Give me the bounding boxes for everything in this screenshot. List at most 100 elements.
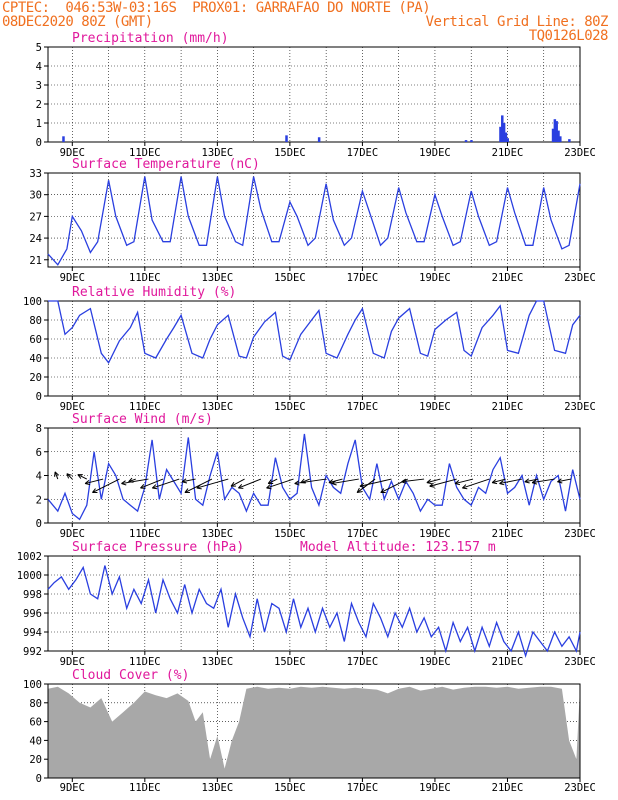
x-tick-label: 19DEC <box>419 656 451 668</box>
wind-vector-head <box>54 471 60 477</box>
wind-vector <box>266 478 294 489</box>
x-tick-label: 21DEC <box>492 782 524 794</box>
wind-vector <box>184 478 213 494</box>
panel-press: 992 994 996 998 1000 1002 9DEC 11DEC 13DEC 15DEC 1… <box>17 540 596 668</box>
wind-vector-head <box>359 482 365 488</box>
precip-bar <box>568 139 571 142</box>
y-tick-label: 40 <box>29 353 42 365</box>
precip-bar <box>553 119 557 142</box>
x-tick-label: 17DEC <box>347 782 379 794</box>
x-tick-label: 19DEC <box>419 528 451 540</box>
wind-vector <box>359 478 392 487</box>
panel-title: Relative Humidity (%) <box>72 285 236 300</box>
x-tick-label: 19DEC <box>419 782 451 794</box>
wind-vector <box>557 478 572 483</box>
wind-vector <box>401 478 425 483</box>
wind-vector <box>85 478 104 485</box>
wind-vector-head <box>294 480 300 486</box>
press-series-line <box>47 565 581 659</box>
wind-vector <box>238 478 262 489</box>
y-tick-label: 80 <box>29 698 42 710</box>
wind-vector <box>499 478 523 485</box>
wind-vector <box>140 478 164 489</box>
wind-vector-head <box>356 487 363 494</box>
panel-temp: 21 24 27 30 33 9DEC 11DEC 13DEC 15DEC 17DEC 19DEC 2… <box>29 157 595 284</box>
wind-vector-head <box>84 479 91 486</box>
x-tick-label: 23DEC <box>564 401 596 413</box>
wind-vector-head <box>77 474 83 479</box>
frame-press <box>47 555 581 652</box>
wind-vector <box>294 478 327 485</box>
y-tick-label: 2 <box>36 99 42 111</box>
wind-vector-head <box>181 478 188 484</box>
panel-wind: 0 2 4 6 8 9DEC 11DEC 13DEC 15DEC 17DEC 19DEC 21DEC 2… <box>36 412 596 540</box>
wind-vector-head <box>196 484 202 490</box>
x-tick-label: 15DEC <box>274 147 306 159</box>
wind-vector <box>66 473 73 480</box>
y-tick-label: 60 <box>29 334 42 346</box>
panel-annotation: Model Altitude: 123.157 m <box>300 540 496 555</box>
y-tick-label: 1 <box>36 118 42 130</box>
wind-vector <box>429 478 457 487</box>
x-tick-label: 17DEC <box>347 147 379 159</box>
cloud-cover-area <box>48 686 580 778</box>
wind-vector-head <box>331 480 337 486</box>
wind-vector-head <box>524 478 530 484</box>
x-tick-label: 19DEC <box>419 147 451 159</box>
x-tick-label: 23DEC <box>564 272 596 284</box>
frame-rh <box>47 300 581 397</box>
x-tick-label: 23DEC <box>564 656 596 668</box>
y-tick-label: 4 <box>36 471 42 483</box>
x-tick-label: 11DEC <box>129 528 161 540</box>
wind-vector <box>121 478 149 485</box>
x-tick-label: 17DEC <box>347 272 379 284</box>
wind-vector-head <box>491 479 498 485</box>
y-tick-label: 40 <box>29 735 42 747</box>
wind-vector-head <box>151 484 158 490</box>
y-tick-label: 80 <box>29 315 42 327</box>
panel-cloud: 0 20 40 60 80 100 9DEC 11DEC 13DEC 15DEC 17DEC 19DE… <box>23 668 596 794</box>
rh-series-line <box>48 300 581 365</box>
x-tick-label: 17DEC <box>347 656 379 668</box>
x-tick-label: 15DEC <box>274 272 306 284</box>
x-tick-label: 11DEC <box>129 401 161 413</box>
y-tick-label: 5 <box>36 42 42 54</box>
wind-vector <box>356 478 376 493</box>
x-tick-label: 13DEC <box>202 401 234 413</box>
wind-vector-head <box>121 480 127 486</box>
y-tick-label: 20 <box>29 754 42 766</box>
wind-vector <box>181 478 196 483</box>
wind-vector-head <box>401 478 407 484</box>
x-tick-label: 9DEC <box>60 656 85 668</box>
precip-bar <box>504 132 508 142</box>
frame-cloud-top <box>47 683 581 779</box>
wind-vector-head <box>92 488 98 494</box>
x-tick-label: 21DEC <box>492 272 524 284</box>
wind-vector-head <box>380 488 386 494</box>
wind-vector-head <box>461 484 468 490</box>
wind-vector <box>230 478 245 487</box>
y-tick-label: 998 <box>23 589 42 601</box>
wind-vector-head <box>184 488 190 494</box>
x-tick-label: 19DEC <box>419 401 451 413</box>
precip-bar <box>62 136 65 142</box>
panel-rh: 0 20 40 60 80 100 9DEC 11DEC 13DEC 15DEC 17DEC 19DE… <box>23 285 596 413</box>
precip-bar <box>285 135 288 142</box>
x-tick-label: 17DEC <box>347 401 379 413</box>
y-tick-label: 100 <box>23 296 42 308</box>
wind-vector <box>426 478 441 484</box>
precip-bar <box>557 130 560 142</box>
x-tick-label: 23DEC <box>564 782 596 794</box>
panel-precip: 0 1 2 3 4 5 9DEC 11DEC 13DEC 15DEC 17DEC 19DEC 21DEC… <box>36 31 596 159</box>
x-tick-label: 15DEC <box>274 401 306 413</box>
temp-series-line <box>47 176 581 266</box>
wind-vector-head <box>140 484 146 489</box>
wind-vector-head <box>531 479 538 485</box>
x-tick-label: 15DEC <box>274 528 306 540</box>
x-tick-label: 11DEC <box>129 782 161 794</box>
x-tick-label: 15DEC <box>274 656 306 668</box>
header-location: CPTEC: 046:53W-03:16S PROX01: GARRAFAO D… <box>2 0 431 16</box>
wind-vector <box>77 474 88 480</box>
x-tick-label: 21DEC <box>492 528 524 540</box>
x-tick-label: 9DEC <box>60 782 85 794</box>
